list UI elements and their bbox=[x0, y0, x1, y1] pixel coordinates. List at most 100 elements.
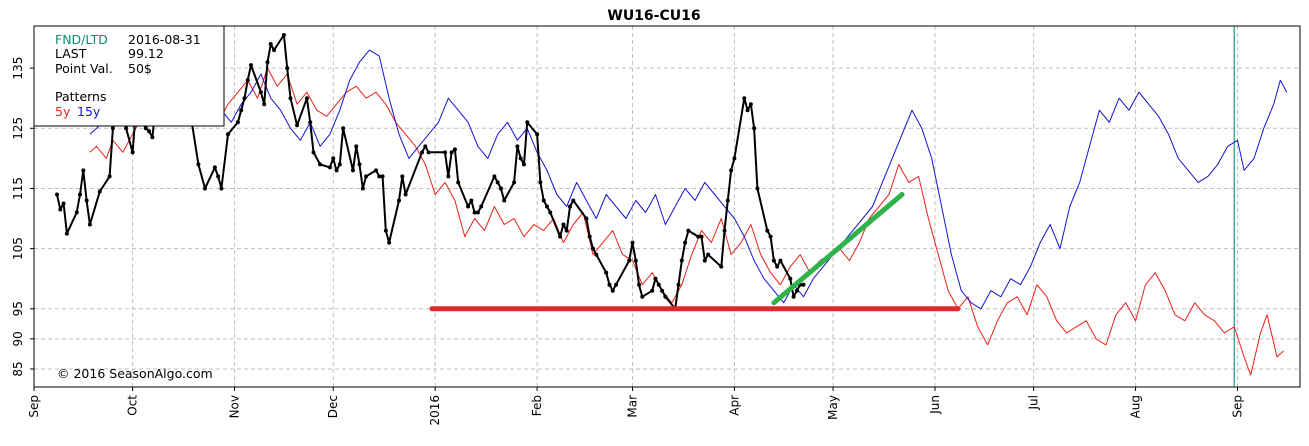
price-point bbox=[364, 174, 369, 179]
price-point bbox=[538, 180, 543, 185]
overlay-lines bbox=[429, 191, 961, 312]
price-point bbox=[742, 96, 747, 101]
price-point bbox=[202, 186, 207, 191]
x-tick-label: Oct bbox=[126, 395, 140, 416]
price-point bbox=[147, 129, 152, 134]
price-point bbox=[107, 174, 112, 179]
price-point bbox=[235, 120, 240, 125]
price-point bbox=[475, 210, 480, 215]
price-point bbox=[64, 231, 69, 236]
series-group bbox=[55, 33, 1288, 376]
price-point bbox=[630, 240, 635, 245]
plot-frame bbox=[33, 25, 1301, 388]
price-point bbox=[55, 192, 60, 197]
price-point bbox=[110, 126, 115, 131]
price-point bbox=[515, 144, 520, 149]
price-point bbox=[541, 198, 546, 203]
price-point bbox=[308, 120, 313, 125]
price-point bbox=[686, 228, 691, 233]
series-line-15y bbox=[89, 49, 1288, 310]
x-tick-label: Mar bbox=[625, 395, 639, 418]
price-point bbox=[258, 90, 263, 95]
price-point bbox=[130, 150, 135, 155]
price-point bbox=[584, 216, 589, 221]
price-point bbox=[660, 288, 665, 293]
price-point bbox=[794, 288, 799, 293]
price-point bbox=[702, 258, 707, 263]
price-point bbox=[683, 240, 688, 245]
price-point bbox=[663, 294, 668, 299]
copyright-text: © 2016 SeasonAlgo.com bbox=[57, 366, 213, 381]
price-point bbox=[633, 258, 638, 263]
price-point bbox=[341, 126, 346, 131]
price-point bbox=[591, 246, 596, 251]
x-tick-label: Apr bbox=[727, 395, 741, 416]
y-tick-label: 95 bbox=[11, 301, 25, 316]
x-tick-label: Aug bbox=[1129, 395, 1143, 418]
price-point bbox=[525, 120, 530, 125]
price-point bbox=[84, 198, 89, 203]
price-point bbox=[788, 276, 793, 281]
y-tick-label: 135 bbox=[11, 57, 25, 80]
price-point bbox=[679, 258, 684, 263]
price-point bbox=[219, 186, 224, 191]
price-point bbox=[337, 162, 342, 167]
price-point bbox=[512, 180, 517, 185]
price-point bbox=[627, 258, 632, 263]
last-label: LAST bbox=[55, 46, 87, 61]
price-point bbox=[74, 210, 79, 215]
price-point bbox=[268, 42, 273, 47]
price-point bbox=[262, 102, 267, 107]
price-point bbox=[745, 108, 750, 113]
price-point bbox=[594, 252, 599, 257]
price-point bbox=[272, 48, 277, 53]
price-point bbox=[452, 147, 457, 152]
price-point bbox=[61, 201, 66, 206]
y-axis: 85 90 95 105 115 125 135 bbox=[11, 57, 34, 377]
price-point bbox=[656, 282, 661, 287]
price-point bbox=[124, 126, 129, 131]
price-point bbox=[380, 174, 385, 179]
price-point bbox=[564, 228, 569, 233]
price-point bbox=[226, 132, 231, 137]
price-point bbox=[377, 174, 382, 179]
price-point bbox=[327, 165, 332, 170]
pattern-15y-label: 15y bbox=[77, 104, 101, 119]
price-point bbox=[778, 258, 783, 263]
price-point bbox=[360, 186, 365, 191]
price-point bbox=[449, 150, 454, 155]
last-value: 99.12 bbox=[128, 46, 164, 61]
price-point bbox=[469, 198, 474, 203]
pointval-label: Point Val. bbox=[55, 61, 113, 76]
price-point bbox=[498, 186, 503, 191]
x-axis: Sep Oct Nov Dec 2016 Feb Mar Apr May Jun Jul Aug Sep bbox=[27, 387, 1245, 426]
fnd-value: 2016-08-31 bbox=[128, 32, 201, 47]
price-point bbox=[650, 288, 655, 293]
series-line-5y bbox=[89, 67, 1284, 376]
x-tick-label: Jul bbox=[1027, 395, 1041, 410]
price-point bbox=[373, 168, 378, 173]
price-point bbox=[387, 240, 392, 245]
price-point bbox=[143, 126, 148, 131]
price-point bbox=[400, 174, 405, 179]
price-point bbox=[87, 222, 92, 227]
y-tick-label: 125 bbox=[11, 117, 25, 140]
price-point bbox=[397, 198, 402, 203]
price-point bbox=[354, 144, 359, 149]
price-point bbox=[752, 126, 757, 131]
x-tick-label: Nov bbox=[228, 395, 242, 418]
price-point bbox=[285, 66, 290, 71]
x-tick-label: Dec bbox=[326, 395, 340, 418]
price-point bbox=[614, 282, 619, 287]
price-point bbox=[492, 174, 497, 179]
price-point bbox=[771, 258, 776, 263]
y-tick-label: 105 bbox=[11, 237, 25, 260]
x-tick-label: Sep bbox=[1231, 395, 1245, 418]
x-tick-label: Feb bbox=[530, 395, 544, 416]
price-point bbox=[304, 96, 309, 101]
fnd-label: FND/LTD bbox=[55, 32, 108, 47]
trend-line bbox=[771, 191, 905, 306]
price-point bbox=[78, 192, 83, 197]
price-point bbox=[281, 33, 286, 38]
x-tick-label: May bbox=[826, 395, 840, 420]
